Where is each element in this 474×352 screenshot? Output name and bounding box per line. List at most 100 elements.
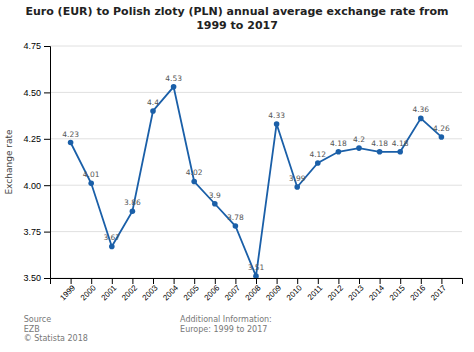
data-label: 4.01 xyxy=(83,170,100,179)
point xyxy=(274,121,280,127)
x-tick-label: 2015 xyxy=(388,283,407,302)
data-label: 3.86 xyxy=(124,198,141,207)
x-tick-mark xyxy=(277,278,278,284)
x-tick-mark xyxy=(112,278,113,284)
x-tick-mark xyxy=(235,278,236,284)
x-tick: 2003 xyxy=(141,278,160,302)
x-tick: 2007 xyxy=(223,278,242,302)
y-axis: 3.50 3.75 4.00 4.25 4.50 4.75 xyxy=(23,41,50,283)
x-tick: 2006 xyxy=(202,278,221,302)
x-tick-mark xyxy=(297,278,298,284)
y-tick: 4.25 xyxy=(23,134,50,144)
y-axis-label: Exchange rate xyxy=(4,129,14,195)
x-tick-mark xyxy=(71,278,72,284)
x-tick-label: 2016 xyxy=(408,283,427,302)
x-tick-label: 2002 xyxy=(120,283,139,302)
data-label: 4.23 xyxy=(62,130,79,139)
title: Euro (EUR) to Polish zloty (PLN) annual … xyxy=(25,5,448,32)
point xyxy=(233,223,239,229)
data-label: 3.78 xyxy=(227,213,244,222)
x-tick: 2000 xyxy=(79,278,98,302)
x-tick: 2012 xyxy=(326,278,345,302)
point xyxy=(150,108,156,114)
y-tick-mark xyxy=(44,185,50,186)
y-tick: 3.50 xyxy=(23,273,50,283)
grid xyxy=(50,46,462,278)
x-tick-label: 2006 xyxy=(202,283,221,302)
data-label: 4.26 xyxy=(433,124,450,133)
x-tick-label: 2004 xyxy=(161,283,180,302)
series xyxy=(68,84,444,278)
x-tick-mark xyxy=(194,278,195,284)
point xyxy=(253,273,259,278)
x-tick: 2016 xyxy=(408,278,427,302)
data-label: 3.51 xyxy=(248,263,265,272)
x-tick: 1999 xyxy=(58,278,77,302)
x-tick: 2005 xyxy=(182,278,201,302)
point xyxy=(418,116,424,122)
point xyxy=(130,208,136,214)
y-tick-label: 4.75 xyxy=(23,41,41,51)
x-tick-label: 2009 xyxy=(264,283,283,302)
x-tick-mark xyxy=(441,278,442,284)
x-tick: 2008 xyxy=(244,278,263,302)
point xyxy=(439,134,445,140)
data-label: 4.02 xyxy=(186,168,203,177)
x-tick: 2001 xyxy=(99,278,118,302)
data-label: 4.33 xyxy=(268,111,285,120)
point xyxy=(191,179,197,185)
x-tick: 2002 xyxy=(120,278,139,302)
x-tick-mark xyxy=(338,278,339,284)
point xyxy=(356,145,362,151)
data-label: 4.53 xyxy=(165,74,182,83)
x-tick-mark xyxy=(359,278,360,284)
data-label: 4.36 xyxy=(412,105,429,114)
y-tick-mark xyxy=(44,92,50,93)
x-tick-label: 2012 xyxy=(326,283,345,302)
x-tick-label: 2013 xyxy=(347,283,366,302)
x-tick-mark xyxy=(91,278,92,284)
x-tick-label: 2008 xyxy=(244,283,263,302)
data-label: 3.67 xyxy=(103,233,120,242)
x-tick-label: 2001 xyxy=(99,283,118,302)
x-tick: 2014 xyxy=(367,278,386,302)
point xyxy=(294,184,300,190)
point xyxy=(397,149,403,155)
grid-line xyxy=(50,46,462,47)
x-tick-label: 2011 xyxy=(306,283,325,302)
data-label: 4.2 xyxy=(353,135,365,144)
annotation: SourceEZB© Statista 2018 xyxy=(24,315,88,343)
y-tick-label: 3.75 xyxy=(23,227,41,237)
x-tick-mark xyxy=(400,278,401,284)
x-tick: 2011 xyxy=(306,278,325,302)
grid-line xyxy=(50,231,462,232)
x-tick: 2015 xyxy=(388,278,407,302)
y-tick-label: 3.50 xyxy=(23,273,41,283)
y-tick-mark xyxy=(44,232,50,233)
x-tick: 2004 xyxy=(161,278,180,302)
point xyxy=(88,181,94,187)
data-label: 4.18 xyxy=(392,139,409,148)
y-tick: 4.50 xyxy=(23,88,50,98)
point xyxy=(109,244,115,250)
y-tick: 4.00 xyxy=(23,181,50,191)
data-label: 4.4 xyxy=(147,98,159,107)
data-label: 4.18 xyxy=(371,139,388,148)
x-tick: 2017 xyxy=(429,278,448,302)
y-axis-line xyxy=(44,47,51,279)
y-tick-mark xyxy=(44,278,50,279)
y-tick-label: 4.25 xyxy=(23,134,41,144)
point xyxy=(68,140,74,146)
x-tick-mark xyxy=(421,278,422,284)
data-label: 4.18 xyxy=(330,139,347,148)
x-axis-line xyxy=(51,279,463,285)
x-tick: 2013 xyxy=(347,278,366,302)
x-tick-label: 2000 xyxy=(79,283,98,302)
data-labels: 4.234.013.673.864.44.534.023.93.783.514.… xyxy=(62,74,450,272)
point xyxy=(377,149,383,155)
data-label: 3.99 xyxy=(289,174,306,183)
x-tick-mark xyxy=(153,278,154,284)
y-tick-mark xyxy=(44,46,50,47)
x-tick-mark xyxy=(318,278,319,284)
x-tick-mark xyxy=(380,278,381,284)
